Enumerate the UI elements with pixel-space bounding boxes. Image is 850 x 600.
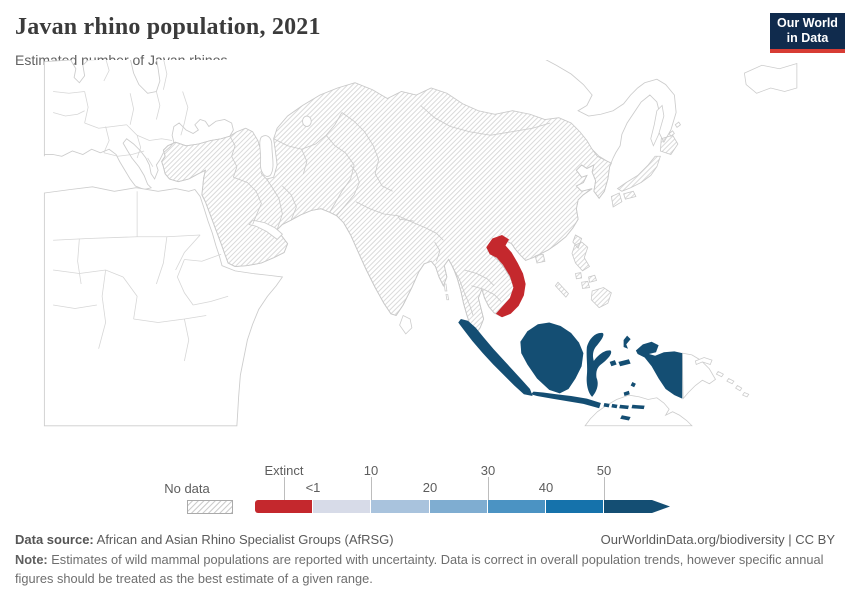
data-source-line: Data source: African and Asian Rhino Spe…	[15, 532, 394, 547]
legend-bin-10[interactable]	[371, 500, 429, 513]
legend-tick-label-extinct: Extinct	[264, 463, 304, 478]
legend-tick-label-10: 10	[363, 463, 379, 478]
lesser-sunda-islands	[603, 403, 645, 421]
java-shape	[530, 391, 601, 409]
legend-bin-50plus[interactable]	[604, 500, 652, 513]
legend-tick	[488, 477, 489, 500]
legend-tick	[604, 477, 605, 500]
solomon-islands	[715, 370, 750, 398]
outline-islands	[399, 62, 798, 427]
africa-borders	[53, 191, 229, 362]
legend-bin-30[interactable]	[488, 500, 545, 513]
legend-tick-label-50: 50	[596, 463, 612, 478]
data-source-label: Data source:	[15, 532, 94, 547]
sumatra-shape	[458, 319, 533, 396]
legend-bin-extinct[interactable]	[255, 500, 312, 513]
europe-borders	[53, 60, 189, 167]
africa-landmass	[43, 186, 284, 427]
legend-tick	[371, 477, 372, 500]
sri-lanka-shape	[399, 314, 413, 335]
legend-arrow-icon	[652, 500, 670, 513]
sakhalin-shape	[650, 104, 665, 147]
owid-logo[interactable]: Our World in Data	[770, 13, 845, 53]
persian-gulf	[248, 219, 284, 240]
alaska-shape	[743, 62, 798, 94]
caspian-sea	[259, 135, 274, 177]
borneo-shape	[520, 322, 584, 394]
west-papua-shape	[635, 341, 683, 399]
footer-source-row: Data source: African and Asian Rhino Spe…	[15, 532, 835, 547]
aral-sea	[302, 115, 312, 127]
indonesia-shape[interactable]	[458, 319, 683, 421]
attribution-link[interactable]: OurWorldinData.org/biodiversity | CC BY	[600, 532, 835, 547]
page-title: Javan rhino population, 2021	[15, 14, 321, 40]
no-data-label: No data	[164, 481, 210, 496]
australia-shape	[584, 394, 693, 427]
legend-tick-label-40: 40	[538, 480, 554, 495]
taiwan-shape	[572, 234, 583, 249]
legend-bin-lt1[interactable]	[313, 500, 370, 513]
papua-new-guinea-shape	[681, 352, 717, 400]
japan-shape	[610, 134, 679, 208]
note-label: Note:	[15, 552, 48, 567]
andaman-islands	[443, 283, 450, 301]
world-map	[0, 60, 850, 480]
vietnam-shape[interactable]	[486, 235, 526, 318]
new-britain-shape	[694, 357, 713, 366]
note-text: Estimates of wild mammal populations are…	[15, 552, 824, 586]
legend-bin-40[interactable]	[546, 500, 603, 513]
kuril-islands	[668, 121, 682, 137]
legend-bin-20[interactable]	[430, 500, 487, 513]
legend-colorbar	[255, 500, 675, 513]
footer-note: Note: Estimates of wild mammal populatio…	[15, 551, 828, 588]
sulawesi-shape	[586, 332, 612, 397]
philippines-shape	[554, 241, 612, 309]
hainan-shape	[534, 253, 546, 264]
maluku-islands	[609, 335, 636, 396]
legend-tick-label-20: 20	[422, 480, 438, 495]
legend-tick	[284, 477, 285, 500]
owid-logo-line1: Our World	[777, 16, 838, 30]
no-data-swatch[interactable]	[187, 500, 233, 514]
owid-logo-line2: in Data	[786, 31, 829, 45]
asia-borders	[229, 105, 607, 316]
legend-tick-label-lt1: <1	[305, 480, 321, 495]
data-source-text: African and Asian Rhino Specialist Group…	[93, 532, 394, 547]
legend-tick-label-30: 30	[480, 463, 496, 478]
